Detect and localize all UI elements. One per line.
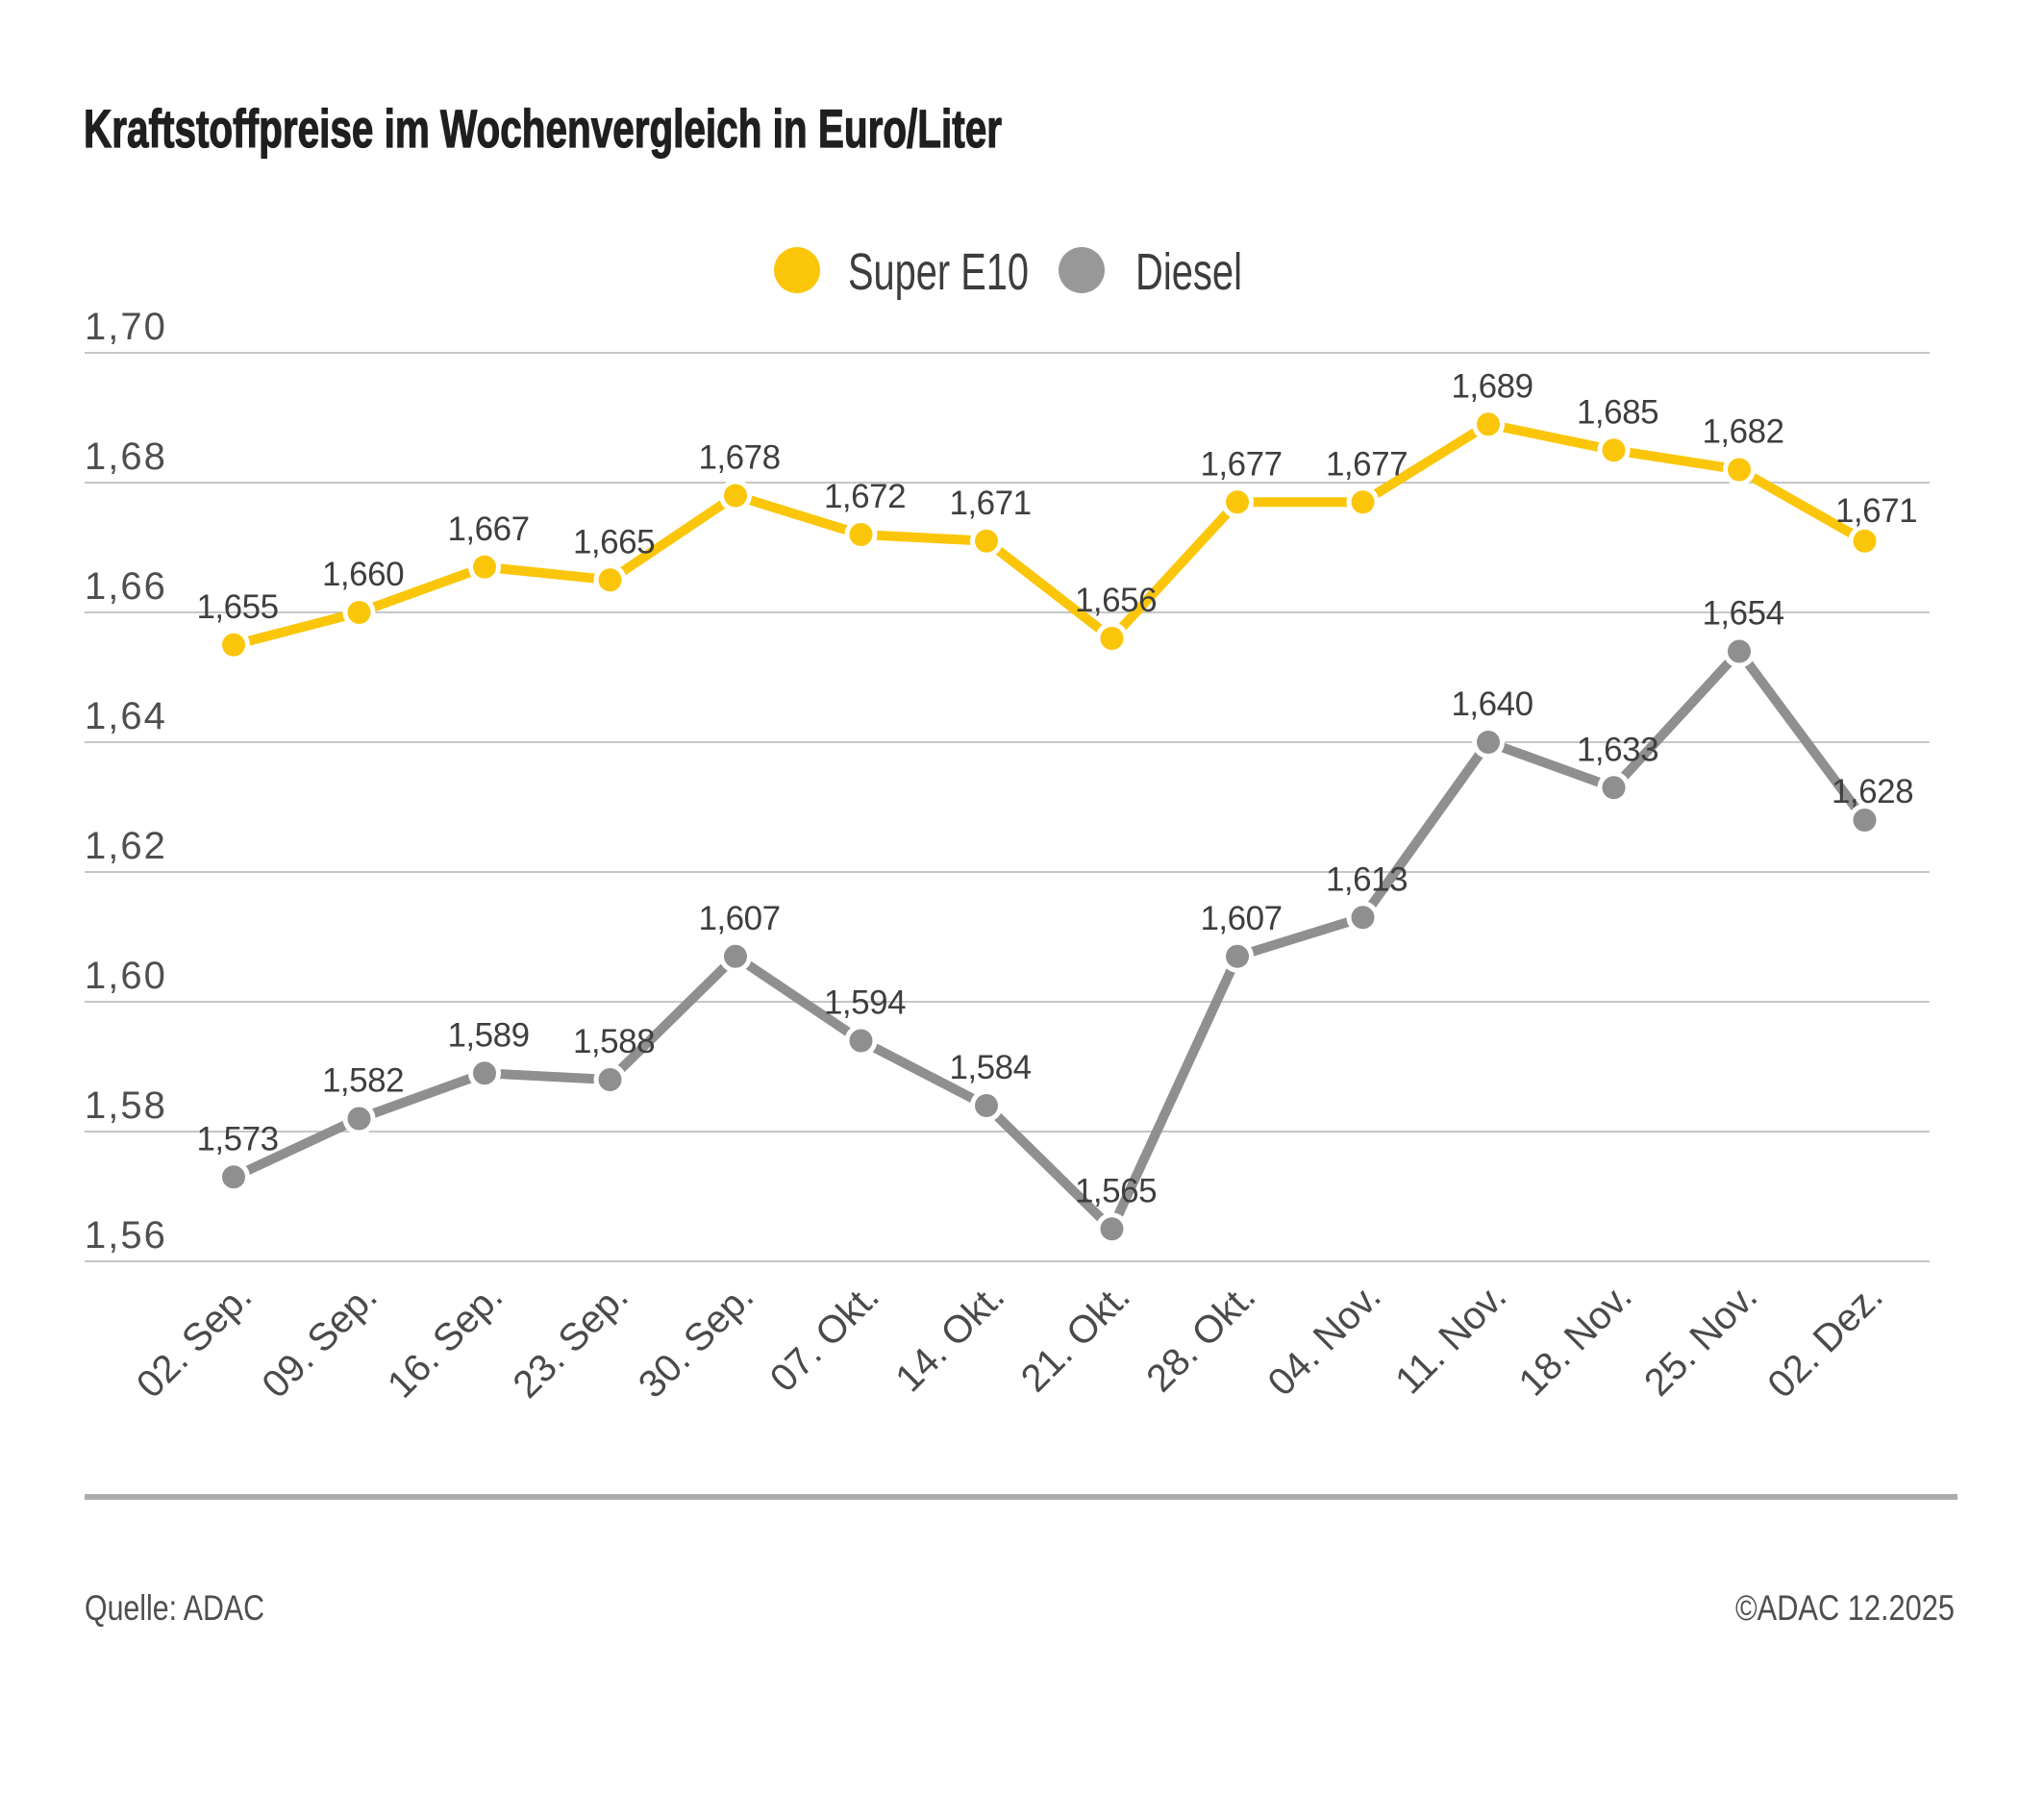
svg-text:1,667: 1,667 [447,511,529,548]
svg-text:1,607: 1,607 [1200,900,1282,937]
svg-text:1,665: 1,665 [573,523,655,560]
svg-text:1,573: 1,573 [196,1120,278,1158]
svg-text:©ADAC 12.2025: ©ADAC 12.2025 [1735,1588,1955,1628]
svg-text:1,582: 1,582 [322,1062,404,1100]
svg-text:1,70: 1,70 [85,306,167,348]
svg-text:1,671: 1,671 [1835,492,1917,530]
svg-text:1,628: 1,628 [1832,773,1913,810]
svg-text:1,682: 1,682 [1702,413,1783,451]
svg-text:1,588: 1,588 [573,1023,655,1060]
svg-text:Diesel: Diesel [1135,243,1242,301]
svg-text:Super E10: Super E10 [848,243,1029,301]
svg-text:1,62: 1,62 [85,825,167,867]
svg-text:1,672: 1,672 [824,478,906,515]
svg-text:1,607: 1,607 [698,900,780,937]
svg-text:1,589: 1,589 [447,1016,529,1054]
svg-text:1,655: 1,655 [196,588,278,626]
svg-text:1,66: 1,66 [85,565,167,608]
svg-text:1,678: 1,678 [698,439,780,477]
svg-text:1,58: 1,58 [85,1084,167,1127]
svg-text:1,677: 1,677 [1326,445,1408,483]
svg-text:1,689: 1,689 [1451,367,1533,405]
svg-text:1,656: 1,656 [1075,582,1157,619]
svg-text:1,584: 1,584 [949,1049,1031,1086]
svg-text:1,565: 1,565 [1075,1172,1157,1209]
svg-text:1,60: 1,60 [85,955,167,997]
svg-text:1,685: 1,685 [1577,393,1658,431]
svg-text:1,633: 1,633 [1577,731,1658,768]
svg-text:1,660: 1,660 [322,556,404,593]
svg-text:Kraftstoffpreise im Wochenverg: Kraftstoffpreise im Wochenvergleich in E… [84,98,1002,159]
svg-text:1,677: 1,677 [1200,445,1282,483]
svg-text:Quelle: ADAC: Quelle: ADAC [85,1588,264,1628]
svg-text:1,594: 1,594 [824,984,906,1022]
svg-text:1,56: 1,56 [85,1214,167,1257]
svg-text:1,613: 1,613 [1326,860,1408,898]
svg-text:1,654: 1,654 [1702,595,1783,633]
svg-text:1,640: 1,640 [1451,685,1533,723]
svg-text:1,64: 1,64 [85,695,167,737]
svg-text:1,68: 1,68 [85,436,167,478]
svg-text:1,671: 1,671 [949,485,1031,522]
